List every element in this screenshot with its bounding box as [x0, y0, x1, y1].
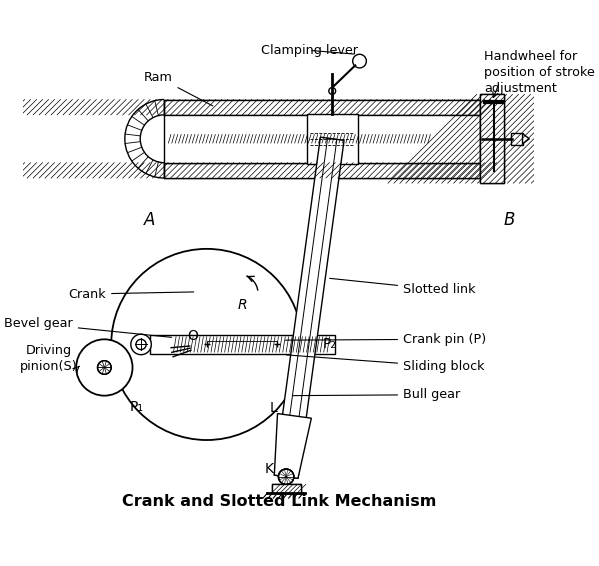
Text: Crank: Crank	[68, 288, 193, 301]
Text: Bull gear: Bull gear	[292, 388, 460, 401]
Text: Ram: Ram	[144, 71, 213, 106]
Circle shape	[131, 334, 152, 355]
Circle shape	[329, 88, 335, 95]
Circle shape	[204, 341, 210, 348]
Polygon shape	[510, 133, 522, 145]
Text: R: R	[238, 298, 247, 312]
Text: Slotted link: Slotted link	[329, 278, 476, 296]
Polygon shape	[274, 137, 344, 478]
Text: Sliding block: Sliding block	[286, 355, 485, 373]
Text: K: K	[265, 462, 274, 477]
Bar	[150, 335, 335, 354]
Circle shape	[353, 54, 367, 68]
Bar	[164, 115, 480, 162]
Circle shape	[136, 340, 146, 350]
Circle shape	[279, 469, 294, 484]
Circle shape	[270, 337, 283, 351]
Circle shape	[98, 361, 111, 374]
Bar	[480, 95, 504, 183]
Text: Driving
pinion(S): Driving pinion(S)	[20, 345, 78, 374]
Text: P₂: P₂	[322, 337, 336, 351]
Bar	[164, 100, 480, 115]
Text: Bevel gear: Bevel gear	[4, 318, 171, 337]
Text: B: B	[504, 211, 515, 229]
Text: Handwheel for
position of stroke
adjustment: Handwheel for position of stroke adjustm…	[484, 50, 595, 95]
Bar	[307, 114, 358, 164]
Polygon shape	[202, 336, 281, 353]
Polygon shape	[274, 414, 311, 478]
Text: Crank and Slotted Link Mechanism: Crank and Slotted Link Mechanism	[122, 494, 437, 509]
Text: A: A	[144, 211, 155, 229]
Text: P₁: P₁	[130, 400, 144, 414]
Bar	[271, 484, 301, 493]
Polygon shape	[522, 134, 530, 144]
Circle shape	[279, 469, 294, 484]
Text: Crank pin (P): Crank pin (P)	[286, 333, 486, 346]
Text: Clamping lever: Clamping lever	[261, 44, 358, 57]
Text: L: L	[270, 401, 278, 415]
Circle shape	[76, 340, 132, 396]
Bar	[164, 162, 480, 178]
Text: O: O	[187, 329, 198, 343]
